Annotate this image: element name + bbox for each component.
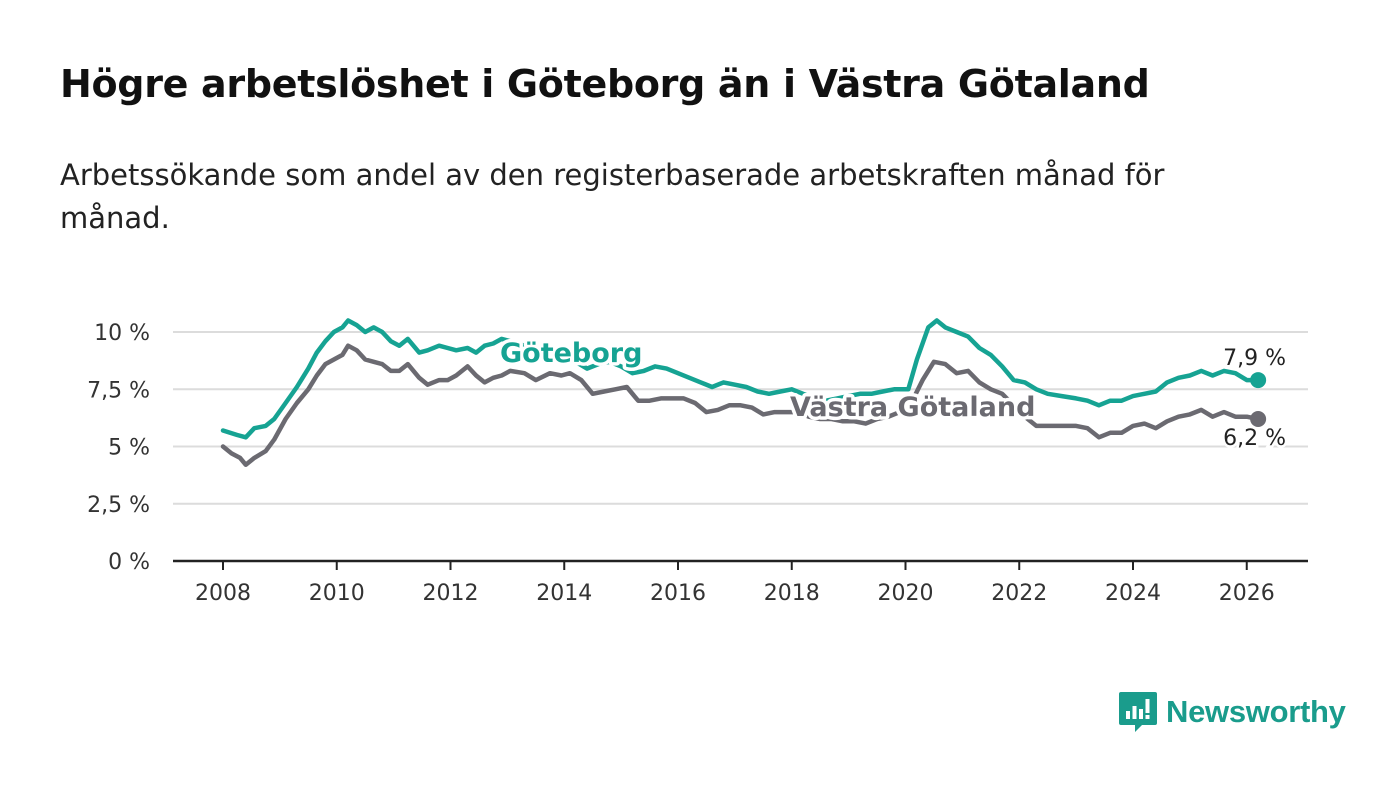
y-tick-label: 0 % (108, 550, 150, 575)
end-label-vastra-gotaland: 6,2 % (1223, 426, 1286, 451)
y-tick-label: 7,5 % (87, 378, 150, 403)
y-tick-label: 10 % (94, 321, 150, 346)
end-label-goteborg: 7,9 % (1223, 346, 1286, 371)
series-line-vastra-gotaland (220, 343, 1261, 468)
chart-subtitle: Arbetssökande som andel av den registerb… (60, 158, 1165, 235)
series-labels: Göteborg Västra Götaland 7,9 % 6,2 % (497, 335, 1289, 454)
newsworthy-brand: Newsworthy (1118, 688, 1346, 736)
series-label-vastra-gotaland: Västra Götaland (790, 392, 1035, 423)
y-axis-labels: 0 % 2,5 % 5 % 7,5 % 10 % (87, 321, 150, 575)
x-tick-label: 2010 (309, 581, 365, 606)
x-tick-label: 2016 (650, 581, 706, 606)
series-label-goteborg: Göteborg (500, 338, 642, 369)
x-tick-label: 2012 (423, 581, 479, 606)
series-end-dot-goteborg (1250, 372, 1267, 389)
series-end-dot-vastra-gotaland (1250, 411, 1267, 428)
y-tick-label: 2,5 % (87, 493, 150, 518)
x-tick-label: 2014 (536, 581, 592, 606)
x-tick-label: 2018 (764, 581, 820, 606)
x-tick-label: 2024 (1105, 581, 1161, 606)
newsworthy-logo-icon (1119, 692, 1157, 732)
series-lines (220, 318, 1267, 468)
series-line-goteborg (220, 318, 1261, 440)
gridlines (173, 331, 1308, 505)
x-tick-label: 2008 (195, 581, 251, 606)
y-tick-label: 5 % (108, 436, 150, 461)
brand-name: Newsworthy (1166, 694, 1346, 729)
x-axis: 2008 2010 2012 2014 2016 2018 2020 2022 2024 2026 (173, 559, 1308, 606)
x-tick-label: 2020 (878, 581, 934, 606)
chart-title: Högre arbetslöshet i Göteborg än i Västr… (60, 62, 1150, 106)
x-tick-label: 2022 (991, 581, 1047, 606)
x-tick-label: 2026 (1219, 581, 1275, 606)
